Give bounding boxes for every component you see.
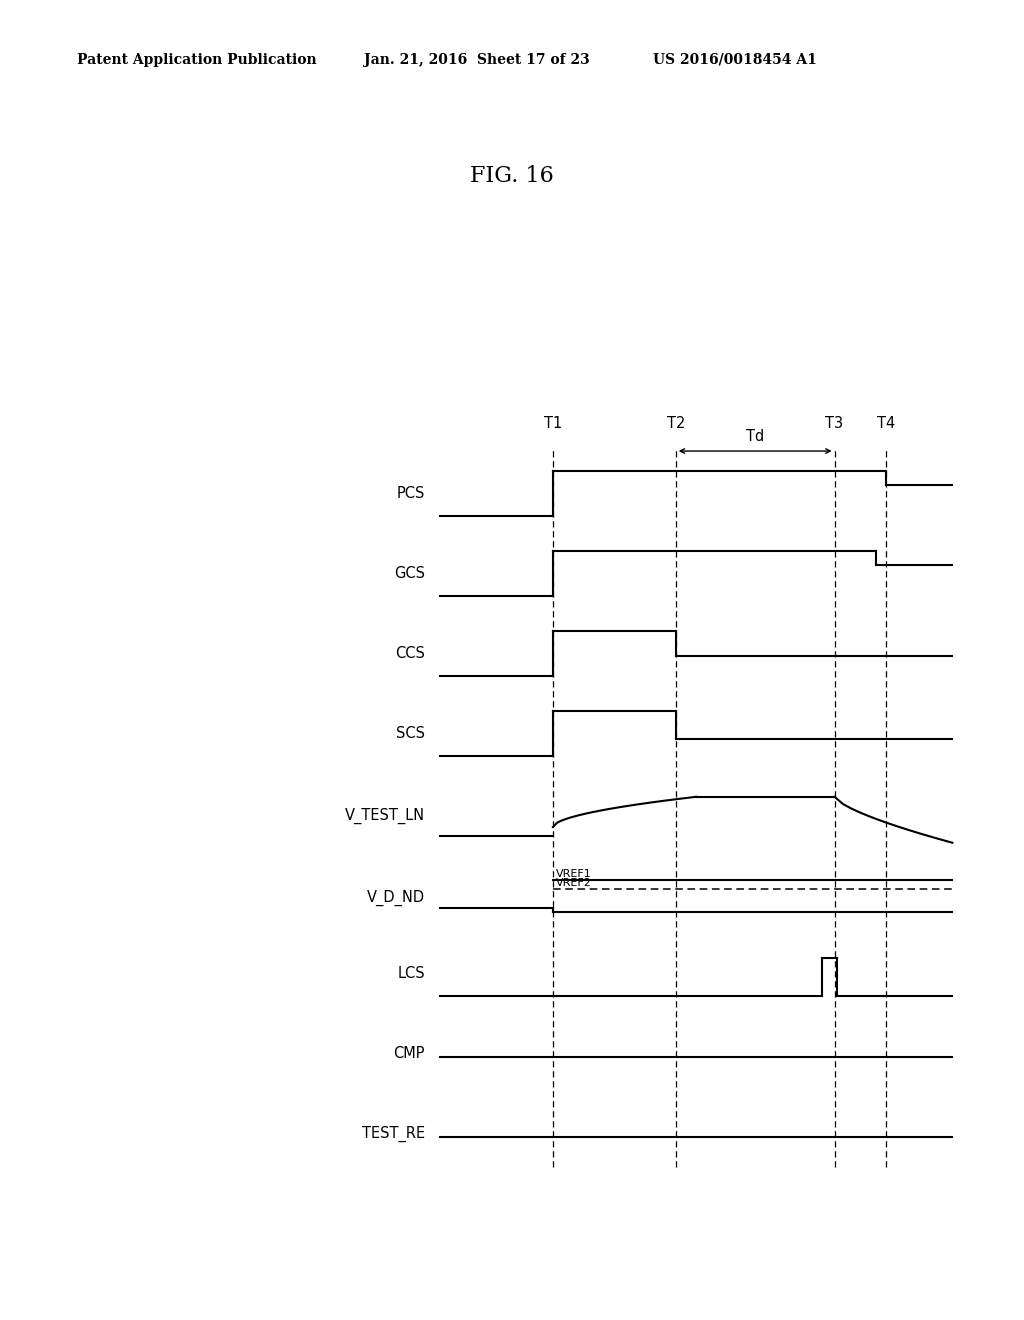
Text: GCS: GCS xyxy=(394,566,425,581)
Text: PCS: PCS xyxy=(396,486,425,502)
Text: VREF1: VREF1 xyxy=(555,869,591,879)
Text: Patent Application Publication: Patent Application Publication xyxy=(77,53,316,67)
Text: US 2016/0018454 A1: US 2016/0018454 A1 xyxy=(653,53,817,67)
Text: CCS: CCS xyxy=(395,645,425,661)
Text: FIG. 16: FIG. 16 xyxy=(470,165,554,187)
Text: Td: Td xyxy=(746,429,764,444)
Text: SCS: SCS xyxy=(396,726,425,741)
Text: LCS: LCS xyxy=(397,966,425,981)
Text: VREF2: VREF2 xyxy=(555,878,592,887)
Text: T3: T3 xyxy=(825,416,844,430)
Text: T1: T1 xyxy=(544,416,562,430)
Text: CMP: CMP xyxy=(393,1045,425,1061)
Text: V_TEST_LN: V_TEST_LN xyxy=(345,808,425,824)
Text: TEST_RE: TEST_RE xyxy=(361,1126,425,1142)
Text: T2: T2 xyxy=(667,416,685,430)
Text: V_D_ND: V_D_ND xyxy=(367,890,425,907)
Text: T4: T4 xyxy=(877,416,895,430)
Text: Jan. 21, 2016  Sheet 17 of 23: Jan. 21, 2016 Sheet 17 of 23 xyxy=(364,53,589,67)
